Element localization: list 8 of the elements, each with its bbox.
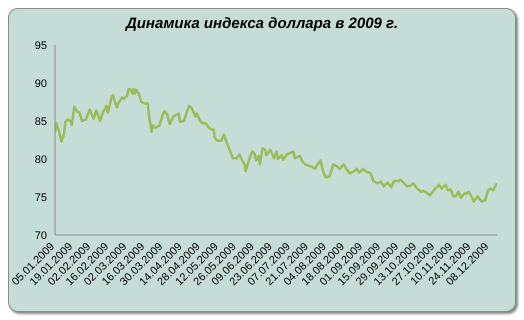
line-series — [55, 88, 497, 203]
y-tick-label: 85 — [34, 116, 47, 128]
y-tick-label: 80 — [34, 154, 47, 166]
y-tick-label: 75 — [34, 192, 47, 204]
y-tick-label: 95 — [34, 40, 47, 52]
chart-title: Динамика индекса доллара в 2009 г. — [124, 15, 400, 32]
y-tick-label: 70 — [34, 230, 47, 242]
y-tick-label: 90 — [34, 78, 47, 90]
